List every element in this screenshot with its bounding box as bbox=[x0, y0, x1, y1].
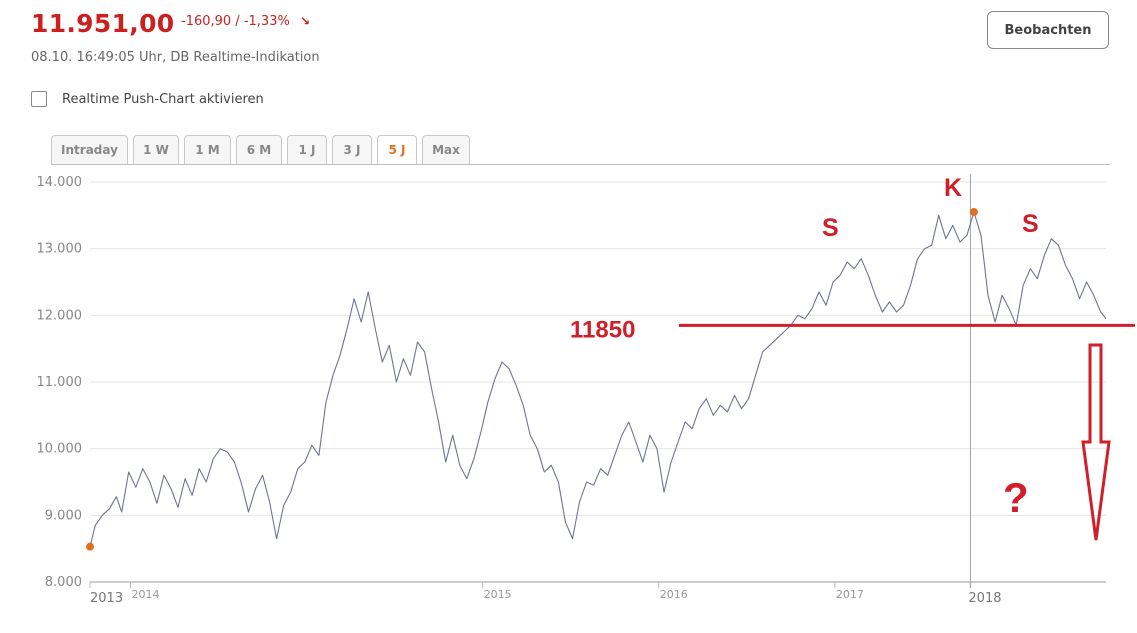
tab-1m[interactable]: 1 M bbox=[184, 135, 231, 164]
price-marker bbox=[86, 542, 94, 551]
x-tick-label: 2016 bbox=[660, 588, 688, 601]
quote-timestamp: 08.10. 16:49:05 Uhr, DB Realtime-Indikat… bbox=[31, 50, 320, 65]
y-tick-label: 11.000 bbox=[37, 375, 83, 390]
y-tick-label: 8.000 bbox=[45, 575, 82, 590]
arrow-down-right-icon: ↘ bbox=[299, 14, 311, 28]
down-arrow-icon bbox=[1081, 343, 1111, 541]
price-series-line bbox=[89, 211, 1107, 547]
realtime-label: Realtime Push-Chart aktivieren bbox=[62, 91, 264, 107]
tabs-divider bbox=[51, 164, 1110, 165]
quote-change: -160,90 / -1,33% ↘ bbox=[181, 14, 310, 29]
tab-intraday[interactable]: Intraday bbox=[51, 135, 128, 164]
x-tick-label: 2017 bbox=[836, 588, 864, 601]
question-mark: ? bbox=[1003, 474, 1029, 521]
y-tick-label: 12.000 bbox=[37, 308, 83, 323]
head-label: K bbox=[944, 174, 962, 202]
range-tabs: Intraday 1 W 1 M 6 M 1 J 3 J 5 J Max bbox=[51, 135, 475, 165]
watch-button[interactable]: Beobachten bbox=[987, 11, 1109, 49]
tab-1w[interactable]: 1 W bbox=[133, 135, 179, 164]
price-marker bbox=[969, 208, 978, 216]
x-tick-label: 2018 bbox=[968, 591, 1001, 606]
y-tick-label: 10.000 bbox=[37, 442, 83, 457]
realtime-toggle-row[interactable]: Realtime Push-Chart aktivieren bbox=[31, 90, 264, 108]
y-tick-label: 14.000 bbox=[37, 175, 83, 190]
x-tick-label: 2015 bbox=[484, 588, 512, 601]
x-tick-label: 2013 bbox=[90, 591, 123, 606]
realtime-checkbox[interactable] bbox=[31, 91, 47, 107]
tab-max[interactable]: Max bbox=[422, 135, 470, 164]
quote-price: 11.951,00 bbox=[31, 9, 175, 38]
tab-6m[interactable]: 6 M bbox=[236, 135, 282, 164]
price-chart[interactable]: 8.000 9.000 10.000 11.000 12.000 13.000 14.000… bbox=[0, 165, 1137, 633]
quote-change-text: -160,90 / -1,33% bbox=[181, 14, 290, 29]
left-shoulder-label: S bbox=[822, 214, 839, 242]
tab-3j[interactable]: 3 J bbox=[332, 135, 372, 164]
tab-5j[interactable]: 5 J bbox=[377, 135, 417, 164]
support-level-label: 11850 bbox=[570, 316, 635, 343]
right-shoulder-label: S bbox=[1022, 210, 1039, 238]
y-tick-label: 9.000 bbox=[45, 508, 82, 523]
x-tick-label: 2014 bbox=[131, 588, 159, 601]
tab-1j[interactable]: 1 J bbox=[287, 135, 327, 164]
y-tick-label: 13.000 bbox=[37, 242, 83, 257]
